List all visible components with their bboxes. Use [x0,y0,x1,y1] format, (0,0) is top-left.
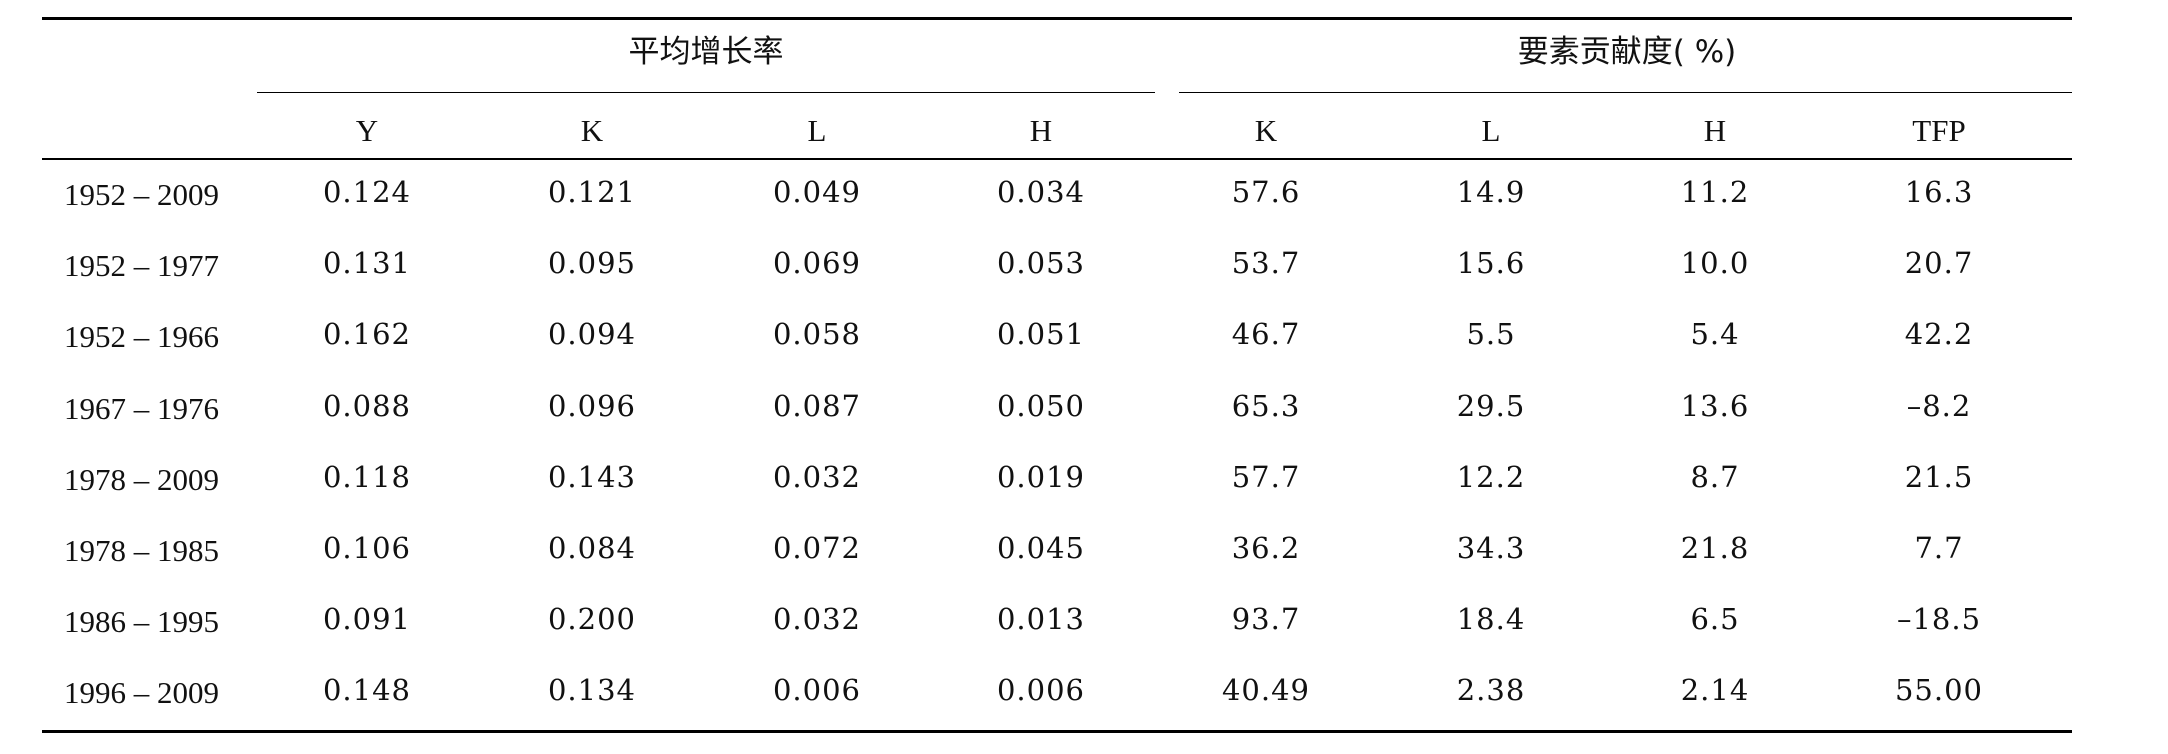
table-cell: 93.7 [1231,602,1301,636]
table-cell: 21.5 [1904,460,1974,494]
group-rule-contribution [1179,92,2072,94]
table-cell: 0.088 [322,389,412,423]
period-cell: 1952 – 2009 [64,177,219,212]
table-cell: 15.6 [1456,246,1526,280]
table-cell: 0.134 [547,673,637,707]
table-cell: 6.5 [1690,602,1740,636]
table-cell: 0.006 [996,673,1086,707]
table-cell: 0.143 [547,460,637,494]
period-cell: 1996 – 2009 [64,675,219,710]
table-cell: 46.7 [1231,317,1301,351]
table-cell: 0.019 [996,460,1086,494]
table-cell: 0.091 [322,602,412,636]
period-cell: 1952 – 1977 [64,248,219,283]
group-header-contribution: 要素贡献度( %) [1517,34,1737,70]
table-cell: 7.7 [1914,531,1964,565]
table-cell: 0.049 [772,175,862,209]
table-cell: 5.5 [1466,317,1516,351]
table-cell: 0.162 [322,317,412,351]
table-cell: 16.3 [1904,175,1974,209]
group-rule-growth [257,92,1155,94]
table-cell: 0.121 [547,175,637,209]
table-cell: 0.006 [772,673,862,707]
table-cell: 0.118 [322,460,412,494]
table-cell: 20.7 [1904,246,1974,280]
table-cell: 0.051 [996,317,1086,351]
table-cell: –18.5 [1896,602,1982,636]
table-cell: 0.050 [996,389,1086,423]
period-cell: 1978 – 2009 [64,462,219,497]
table-cell: 0.124 [322,175,412,209]
period-cell: 1952 – 1966 [64,319,219,354]
table-cell: 0.087 [772,389,862,423]
table-cell: 14.9 [1456,175,1526,209]
table-cell: 10.0 [1680,246,1750,280]
column-header-h-contribution: H [1703,113,1727,148]
table-cell: 13.6 [1680,389,1750,423]
group-header-growth: 平均增长率 [628,34,784,70]
table-cell: 0.034 [996,175,1086,209]
table-cell: 0.032 [772,460,862,494]
table-cell: 0.131 [322,246,412,280]
table-cell: 12.2 [1456,460,1526,494]
table-cell: 0.094 [547,317,637,351]
table-cell: 2.38 [1456,673,1526,707]
table-cell: 0.106 [322,531,412,565]
table-bottom-rule [42,730,2072,733]
table-cell: 36.2 [1231,531,1301,565]
table-cell: 0.053 [996,246,1086,280]
column-header-k-growth: K [580,113,604,148]
table-cell: 21.8 [1680,531,1750,565]
period-cell: 1978 – 1985 [64,533,219,568]
column-header-l-contribution: L [1481,113,1501,148]
header-bottom-rule [42,158,2072,160]
period-cell: 1967 – 1976 [64,391,219,426]
table-cell: 57.6 [1231,175,1301,209]
table-cell: 0.084 [547,531,637,565]
table-cell: 0.032 [772,602,862,636]
table-top-rule [42,17,2072,20]
table-cell: 0.045 [996,531,1086,565]
table-cell: 0.095 [547,246,637,280]
table-cell: 57.7 [1231,460,1301,494]
table-cell: 53.7 [1231,246,1301,280]
table-cell: 5.4 [1690,317,1740,351]
column-header-y: Y [355,113,379,148]
table-cell: 0.200 [547,602,637,636]
column-header-l-growth: L [807,113,827,148]
table-cell: 0.058 [772,317,862,351]
table-cell: 42.2 [1904,317,1974,351]
table-cell: 0.069 [772,246,862,280]
table-cell: 55.00 [1894,673,1984,707]
table-cell: 29.5 [1456,389,1526,423]
table-cell: 40.49 [1221,673,1311,707]
column-header-k-contribution: K [1254,113,1278,148]
table-cell: 0.096 [547,389,637,423]
table-cell: 8.7 [1690,460,1740,494]
table-cell: 0.148 [322,673,412,707]
table-cell: 0.013 [996,602,1086,636]
table-cell: 0.072 [772,531,862,565]
period-cell: 1986 – 1995 [64,604,219,639]
column-header-tfp: TFP [1912,113,1966,148]
table-cell: 11.2 [1680,175,1750,209]
table-cell: 34.3 [1456,531,1526,565]
table-cell: 65.3 [1231,389,1301,423]
column-header-h-growth: H [1029,113,1053,148]
table-cell: 2.14 [1680,673,1750,707]
table-cell: 18.4 [1456,602,1526,636]
table-cell: –8.2 [1906,389,1972,423]
